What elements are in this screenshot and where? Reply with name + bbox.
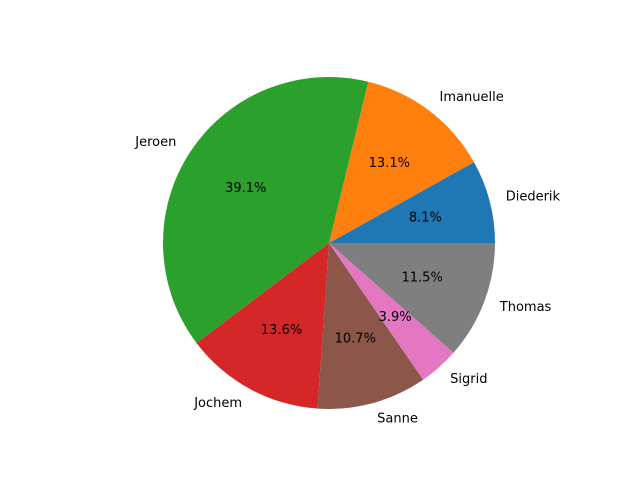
pie-slice-sigrid bbox=[329, 243, 454, 380]
slice-percent-jeroen: 39.1% bbox=[225, 181, 266, 196]
pie-labels: Diederik 8.1% Imanuelle 13.1% Jeroen 39.1% Joc… bbox=[134, 90, 560, 426]
slice-percent-diederik: 8.1% bbox=[409, 210, 442, 225]
slice-label-thomas: Thomas bbox=[499, 300, 552, 315]
slice-percent-sanne: 10.7% bbox=[335, 332, 376, 347]
slice-label-jochem: Jochem bbox=[193, 396, 242, 411]
slice-label-diederik: Diederik bbox=[506, 190, 561, 205]
pie-slice-jeroen bbox=[163, 77, 369, 344]
slice-label-jeroen: Jeroen bbox=[134, 135, 176, 150]
slice-percent-jochem: 13.6% bbox=[261, 323, 302, 338]
slice-label-imanuelle: Imanuelle bbox=[440, 90, 504, 105]
slice-label-sanne: Sanne bbox=[377, 412, 418, 427]
pie-slice-sanne bbox=[317, 243, 424, 409]
pie-slice-jochem bbox=[196, 243, 329, 409]
slice-label-sigrid: Sigrid bbox=[450, 372, 487, 387]
pie-slice-imanuelle bbox=[329, 81, 474, 243]
slice-percent-sigrid: 3.9% bbox=[379, 310, 412, 325]
pie-slices bbox=[163, 77, 495, 409]
slice-percent-imanuelle: 13.1% bbox=[369, 156, 410, 171]
pie-slice-thomas bbox=[329, 243, 495, 353]
pie-slice-diederik bbox=[329, 162, 495, 243]
slice-percent-thomas: 11.5% bbox=[402, 271, 443, 286]
